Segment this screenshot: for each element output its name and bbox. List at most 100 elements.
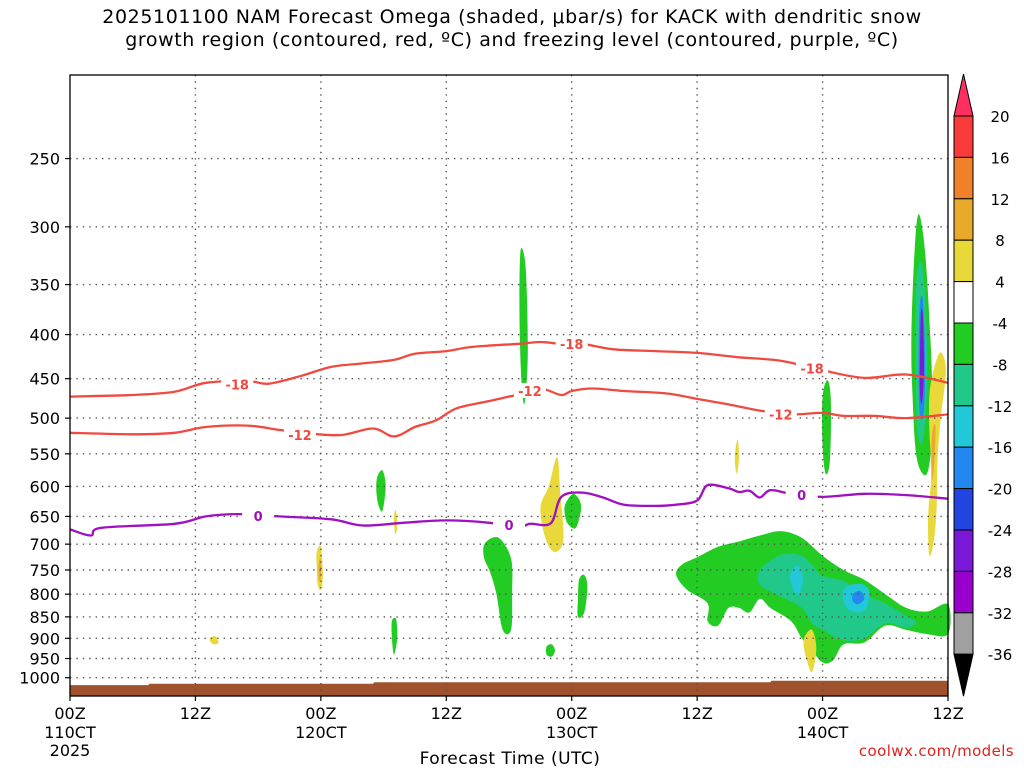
contour-line-0: [69, 340, 949, 398]
plot-border: [69, 74, 949, 697]
y-tick-label-750: 750: [29, 561, 60, 580]
colorbar-box-7: [953, 405, 974, 448]
colorbar-label-12: -32: [988, 605, 1013, 623]
ground-layer: [70, 680, 948, 696]
colorbar-box-11: [953, 570, 974, 614]
colorbar-box-1: [953, 156, 974, 200]
colorbar-label-2: 12: [990, 191, 1009, 209]
y-tick-label-400: 400: [29, 326, 60, 345]
colorbar-label-13: -36: [988, 646, 1013, 664]
omega-region-10: [790, 564, 803, 595]
omega-region-24: [928, 352, 946, 557]
y-tick-label-650: 650: [29, 507, 60, 526]
omega-region-23: [803, 629, 817, 673]
colorbar-bottom-arrow: [953, 653, 974, 697]
contour-label-2-0: 0: [254, 510, 263, 525]
y-tick-label-700: 700: [29, 535, 60, 554]
y-tick-label-500: 500: [29, 409, 60, 428]
omega-region-3: [564, 493, 582, 529]
omega-region-21: [209, 636, 219, 645]
omega-region-1: [376, 470, 386, 512]
contour-label-bg-0-1: [555, 335, 588, 351]
omega-region-6: [546, 644, 555, 657]
colorbar-label-7: -12: [988, 398, 1013, 416]
y-tick-label-550: 550: [29, 445, 60, 464]
plot-frame: [69, 74, 949, 697]
x-tick-label-60: 12Z: [681, 704, 712, 723]
y-tick-label-250: 250: [29, 150, 60, 169]
contour-label-0-1: -18: [560, 338, 584, 353]
contour-label-bg-2-0: [242, 507, 275, 523]
title-line-1: 2025101100 NAM Forecast Omega (shaded, μ…: [102, 6, 922, 28]
omega-region-17: [919, 308, 925, 404]
credit-link[interactable]: coolwx.com/models: [858, 742, 1014, 760]
y-tick-label-300: 300: [29, 218, 60, 237]
x-tick-label-48: 00Z: [556, 704, 587, 723]
omega-region-25: [931, 423, 936, 481]
y-tick-label-800: 800: [29, 585, 60, 604]
contour-line-1: [69, 387, 949, 438]
y-tick-label-350: 350: [29, 276, 60, 295]
contour-label-2-1: 0: [504, 519, 513, 534]
y-tick-label-850: 850: [29, 608, 60, 627]
omega-region-13: [822, 380, 832, 475]
omega-region-26: [393, 510, 398, 534]
colorbar-box-0: [953, 115, 974, 158]
colorbar-box-6: [953, 363, 974, 407]
contour-label-1-0: -12: [288, 429, 312, 444]
colorbar-label-11: -28: [988, 563, 1013, 581]
contour-label-bg-1-2: [764, 406, 797, 422]
y-tick-label-450: 450: [29, 370, 60, 389]
colorbar-top-arrow: [953, 73, 974, 117]
omega-region-4: [577, 574, 588, 618]
x-tick-sublabel2-0: 2025: [50, 741, 91, 760]
omega-region-22: [734, 439, 740, 474]
colorbar-label-6: -8: [993, 356, 1008, 374]
omega-shading: [209, 214, 951, 673]
omega-region-9: [705, 559, 718, 576]
contour-label-bg-1-1: [513, 382, 546, 398]
omega-region-5: [391, 617, 398, 655]
colorbar-label-5: -4: [993, 315, 1008, 333]
contour-label-1-1: -12: [518, 385, 542, 400]
x-axis-label: Forecast Time (UTC): [420, 749, 601, 768]
x-tick-label-36: 12Z: [431, 704, 462, 723]
x-tick-sublabel-48: 130CT: [546, 723, 598, 742]
x-tick-label-84: 12Z: [932, 704, 963, 723]
colorbar-box-10: [953, 529, 974, 572]
colorbar-label-0: 20: [990, 108, 1009, 126]
colorbar-box-9: [953, 488, 974, 531]
contour-lines: -18 -18 -18 -12 -12 -12 0 0 0: [69, 335, 949, 537]
colorbar-box-3: [953, 239, 974, 283]
omega-region-12: [852, 590, 865, 605]
colorbar-box-2: [953, 198, 974, 241]
colorbar-box-4: [953, 281, 974, 324]
omega-region-2: [483, 536, 513, 635]
colorbar-box-5: [953, 322, 974, 365]
omega-region-0: [519, 247, 528, 405]
y-axis-ticks: 250 300 350 400 450 500 550 600 650 700 750 800 850 9…: [19, 150, 70, 688]
contour-label-bg-1-0: [283, 426, 316, 442]
contour-label-bg-2-2: [785, 487, 818, 503]
colorbar-box-8: [953, 446, 974, 490]
colorbar-label-1: 16: [990, 149, 1009, 167]
x-tick-sublabel-0: 110CT: [44, 723, 96, 742]
y-tick-label-900: 900: [29, 629, 60, 648]
colorbar-label-4: 4: [995, 274, 1005, 292]
x-tick-label-12: 12Z: [180, 704, 211, 723]
contour-label-bg-0-0: [221, 376, 254, 392]
colorbar-label-10: -24: [988, 522, 1013, 540]
omega-region-20: [540, 457, 564, 553]
y-tick-label-600: 600: [29, 477, 60, 496]
ground-fill: [70, 680, 948, 696]
colorbar-label-8: -16: [988, 439, 1013, 457]
contour-label-bg-2-1: [493, 516, 525, 532]
y-tick-label-1000: 1000: [19, 669, 60, 688]
x-tick-sublabel-72: 140CT: [797, 723, 849, 742]
x-tick-label-72: 00Z: [807, 704, 838, 723]
colorbar-label-9: -20: [988, 481, 1013, 499]
y-tick-label-950: 950: [29, 650, 60, 669]
title-line-2: growth region (contoured, red, ºC) and f…: [125, 29, 899, 51]
